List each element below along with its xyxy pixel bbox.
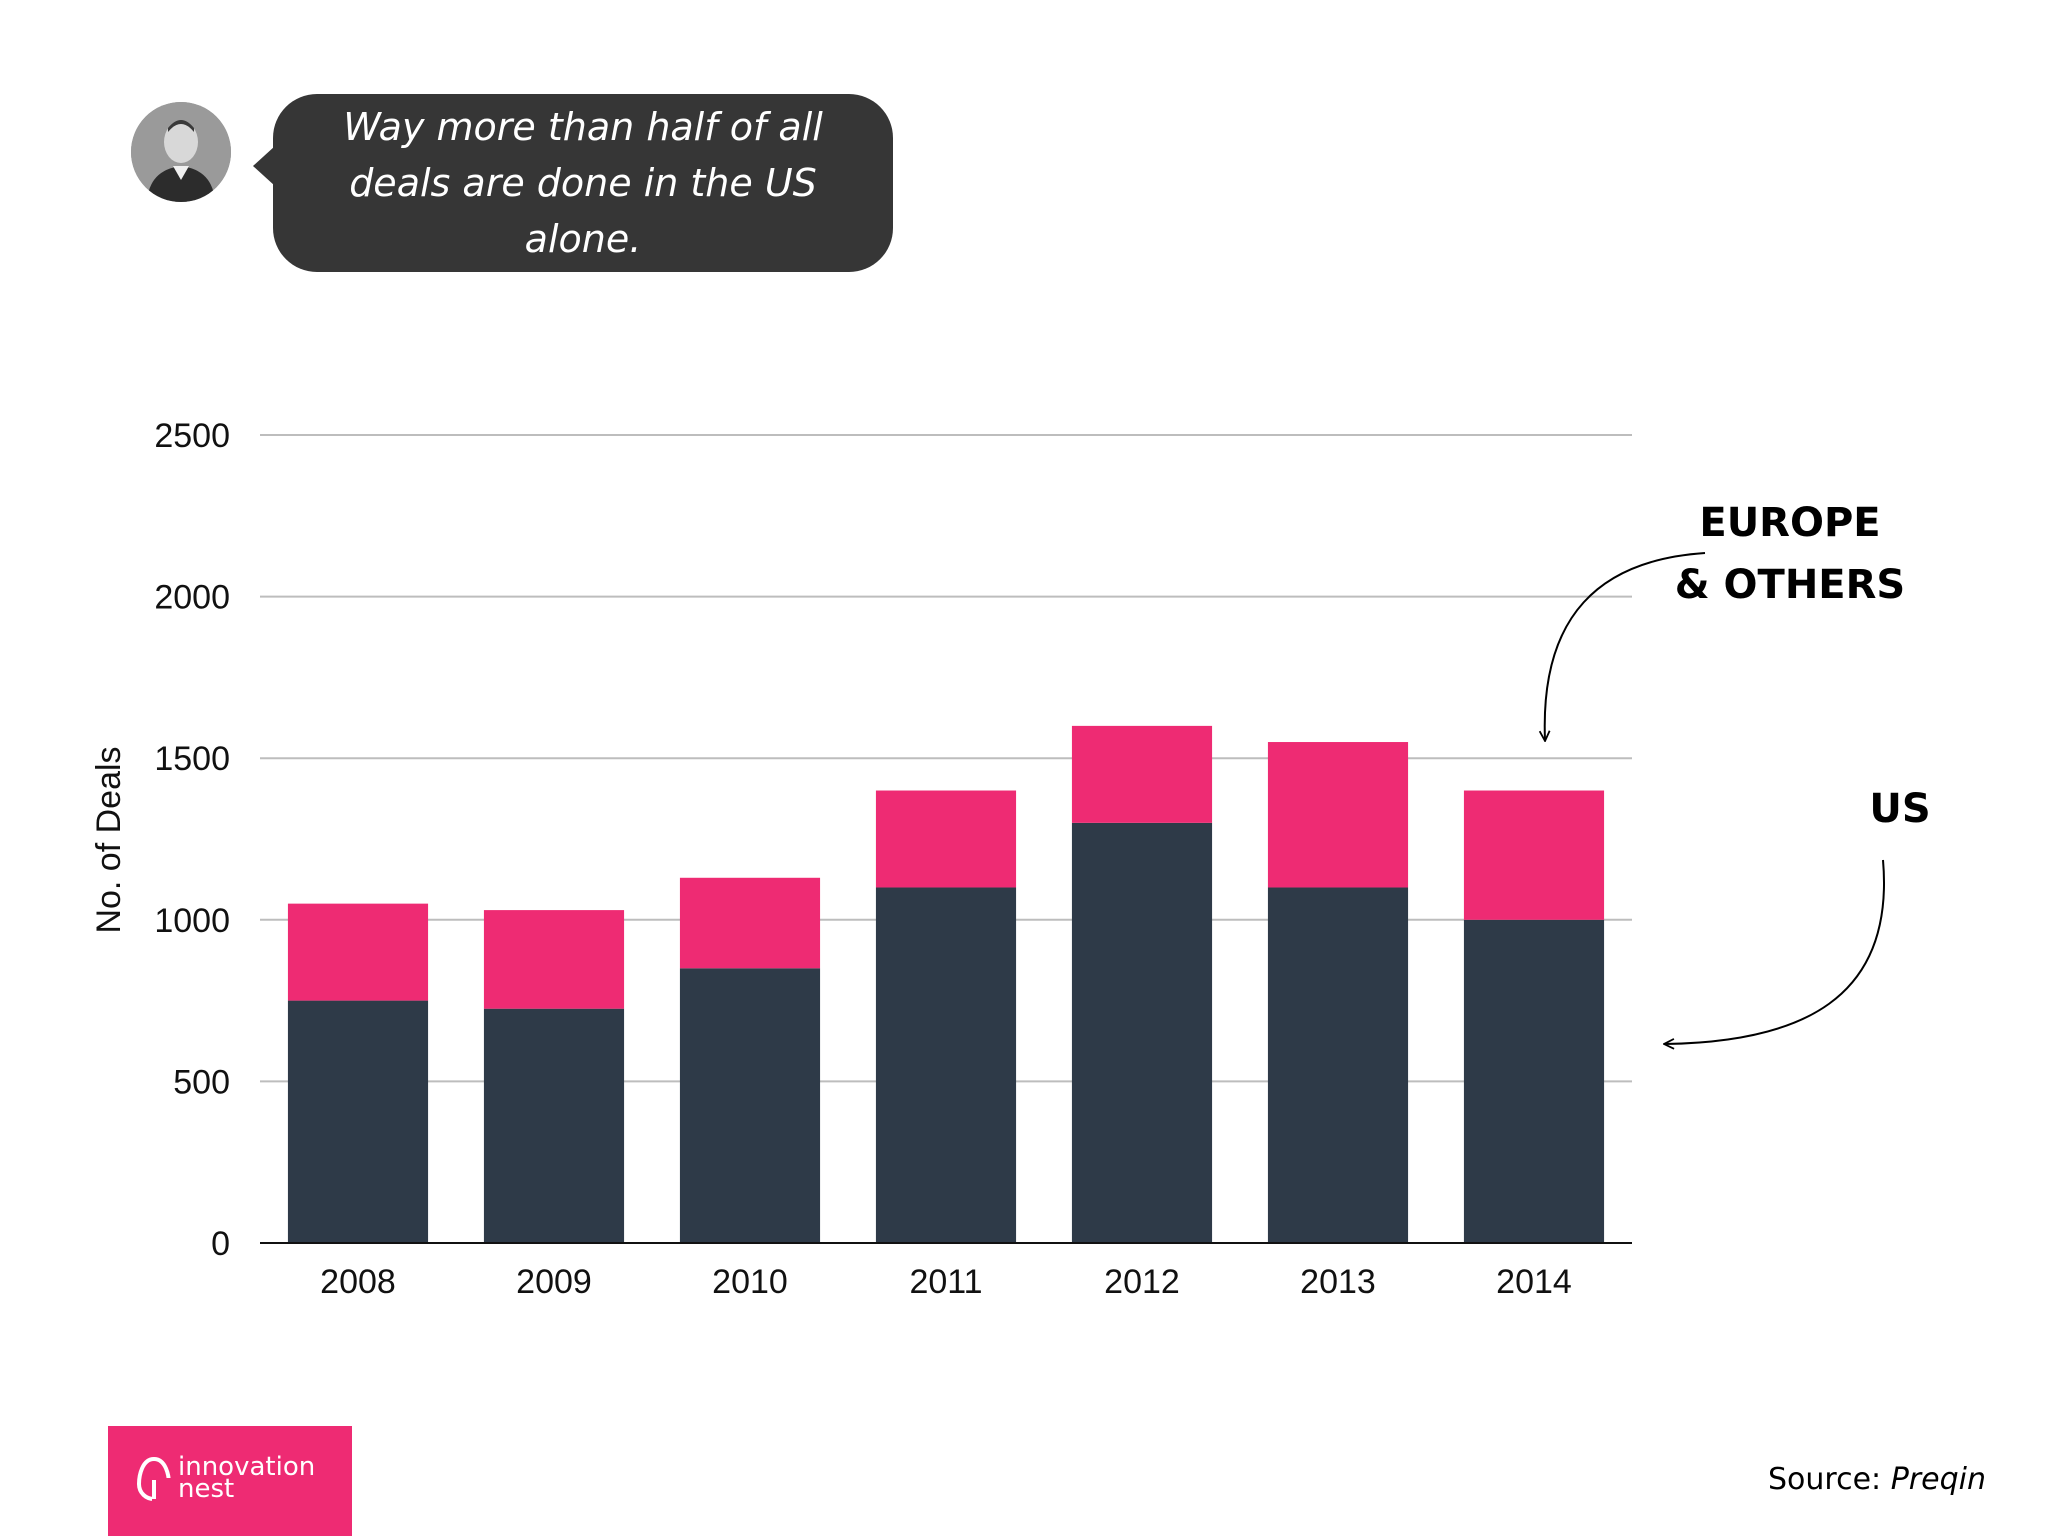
bar-us: [1071, 822, 1213, 1243]
bar-europe-others: [1071, 725, 1213, 823]
us-label: US: [1869, 786, 1931, 832]
bar-us: [679, 968, 821, 1243]
y-tick-label: 2000: [154, 579, 230, 617]
egg-logo-icon: [136, 1456, 172, 1502]
bar-europe-others: [483, 910, 625, 1009]
europe-arrow: [1545, 552, 1706, 740]
x-tick-label: 2014: [1496, 1263, 1572, 1301]
source-note: Source: Preqin: [1768, 1462, 1986, 1497]
y-tick-label: 2500: [154, 417, 230, 455]
y-tick-label: 1000: [154, 902, 230, 940]
x-tick-label: 2009: [516, 1263, 592, 1301]
y-tick-label: 1500: [154, 740, 230, 778]
bar-us: [875, 887, 1017, 1243]
bar-europe-others: [287, 903, 429, 1001]
innovation-nest-logo: innovation nest: [108, 1426, 352, 1536]
source-name: Preqin: [1890, 1462, 1986, 1497]
bar-us: [483, 1008, 625, 1243]
logo-line-1: innovation: [178, 1452, 316, 1482]
avatar: [131, 102, 231, 202]
europe-label-line-1: EUROPE: [1699, 500, 1881, 546]
bar-us: [1463, 919, 1605, 1243]
speech-line-2: deals are done in the US alone.: [349, 161, 817, 261]
source-label: Source:: [1768, 1462, 1882, 1497]
y-tick-label: 0: [211, 1225, 230, 1263]
logo-line-2: nest: [178, 1474, 235, 1504]
europe-label-line-2: & OTHERS: [1674, 562, 1906, 608]
bar-us: [1267, 887, 1409, 1243]
europe-others-label: EUROPE & OTHERS: [1640, 492, 1940, 616]
x-tick-label: 2010: [712, 1263, 788, 1301]
y-tick-label: 500: [173, 1063, 230, 1101]
speech-line-1: Way more than half of all: [343, 105, 823, 149]
speech-bubble: Way more than half of all deals are done…: [253, 94, 893, 272]
x-tick-label: 2011: [909, 1263, 982, 1301]
x-tick-label: 2008: [320, 1263, 396, 1301]
us-arrow: [1665, 859, 1886, 1044]
bar-europe-others: [679, 877, 821, 969]
y-axis-label: No. of Deals: [90, 746, 128, 933]
bar-europe-others: [875, 790, 1017, 888]
x-tick-label: 2013: [1300, 1263, 1376, 1301]
bar-us: [287, 1000, 429, 1243]
x-tick-label: 2012: [1104, 1263, 1180, 1301]
bar-europe-others: [1267, 742, 1409, 888]
bar-europe-others: [1463, 790, 1605, 920]
